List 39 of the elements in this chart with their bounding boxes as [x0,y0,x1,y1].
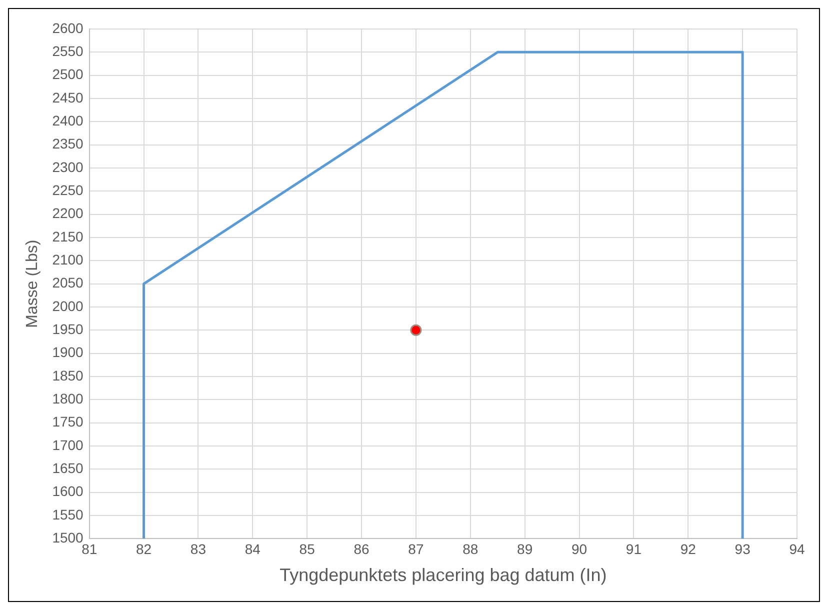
y-tick-label: 2000 [52,298,84,314]
y-tick-label: 1800 [52,390,84,406]
y-tick-label: 2100 [52,251,84,268]
y-tick-label: 1700 [52,436,84,453]
x-tick-label: 87 [408,540,424,557]
x-tick-label: 89 [517,540,533,557]
x-tick-label: 84 [244,540,261,557]
y-tick-label: 1500 [52,529,84,546]
y-tick-label: 2350 [52,136,84,152]
y-tick-label: 2500 [52,66,84,82]
x-tick-label: 93 [734,540,751,557]
y-tick-label: 1650 [52,460,84,476]
y-tick-label: 2150 [52,228,84,244]
x-tick-label: 91 [626,540,642,557]
y-tick-label: 2200 [52,205,84,222]
y-tick-label: 1550 [52,506,84,522]
y-tick-label: 1600 [52,483,84,500]
x-tick-label: 85 [299,540,316,557]
x-tick-label: 94 [789,540,805,557]
y-tick-label: 2050 [52,274,84,291]
y-tick-label: 2450 [52,89,84,106]
y-tick-label: 2550 [52,43,84,60]
x-tick-label: 92 [680,540,696,557]
y-tick-label: 1950 [52,320,84,337]
x-tick-label: 82 [136,540,152,557]
y-tick-label: 1900 [52,344,84,360]
y-axis-title: Masse (Lbs) [24,240,42,328]
y-tick-label: 1750 [52,414,84,430]
y-tick-label: 1850 [52,367,84,384]
x-tick-label: 83 [190,540,206,557]
x-tick-label: 90 [571,540,588,557]
y-tick-label: 2600 [52,20,84,36]
x-tick-label: 88 [462,540,478,557]
x-axis-title: Tyngdepunktets placering bag datum (In) [280,565,607,586]
y-tick-label: 2300 [52,158,84,175]
x-tick-label: 81 [82,540,98,557]
y-tick-label: 2400 [52,112,84,129]
y-tick-label: 2250 [52,182,84,198]
x-tick-label: 86 [354,540,370,557]
